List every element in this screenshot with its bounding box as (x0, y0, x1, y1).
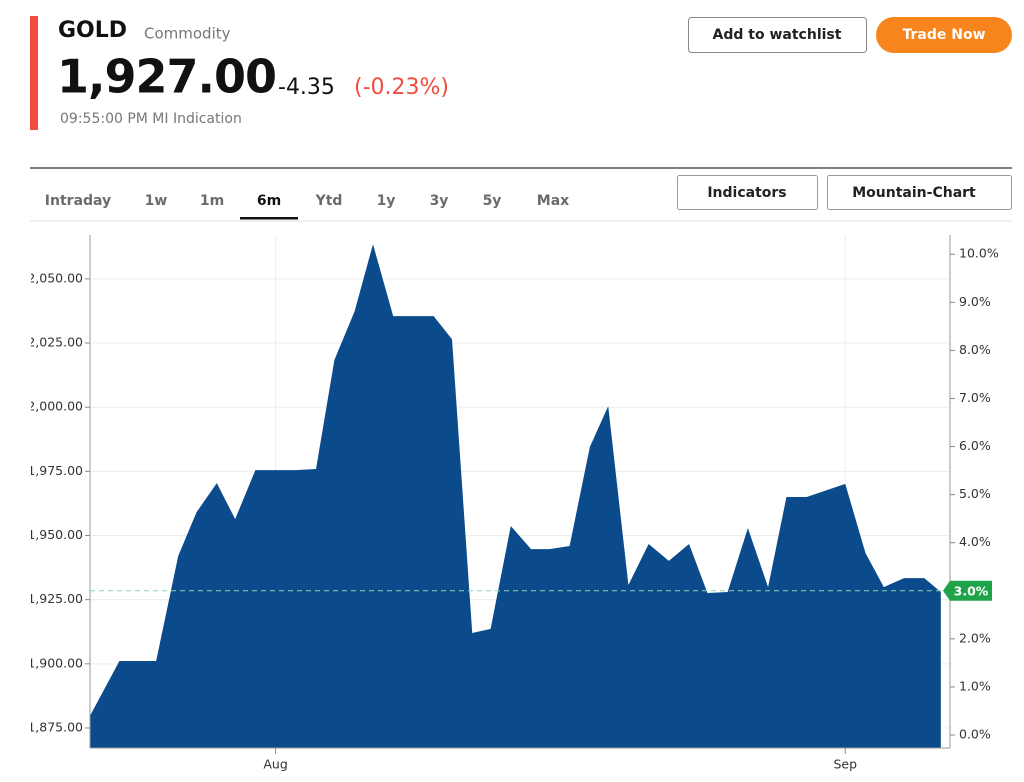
tab[interactable]: 1m (200, 193, 224, 209)
y2-tick-label: 4.0% (959, 534, 991, 549)
y-tick-label: 1,875.00 (27, 719, 83, 734)
symbol: GOLD (58, 18, 127, 43)
last-value-tag (943, 580, 992, 601)
tabs: Intraday 1w 1m 6m Ytd 1y 3y 5y Max (45, 193, 569, 220)
y-tick-label: 1,925.00 (27, 591, 83, 606)
active-tab-underline (240, 217, 298, 220)
last-value-label: 3.0% (954, 583, 989, 598)
indicators-label[interactable]: Indicators (707, 185, 786, 201)
y-tick-label: 1,900.00 (27, 655, 83, 670)
y-tick-label: 2,050.00 (27, 270, 83, 285)
change: -4.35 (278, 75, 335, 100)
accent-bar (30, 16, 38, 130)
x-tick-label: Sep (833, 757, 857, 772)
y2-tick-label: 6.0% (959, 438, 991, 453)
y2-tick-label: 5.0% (959, 486, 991, 501)
tab[interactable]: 1y (377, 193, 396, 209)
tab[interactable]: 1w (145, 193, 168, 209)
chart-type-button[interactable] (827, 175, 1012, 210)
x-tick-label: Aug (263, 757, 287, 772)
y2-tick-label: 2.0% (959, 630, 991, 645)
y2-tick-label: 1.0% (959, 678, 991, 693)
category: Commodity (144, 25, 231, 43)
tab[interactable]: 3y (430, 193, 449, 209)
y-tick-label: 2,025.00 (27, 335, 83, 350)
y2-tick-label: 0.0% (959, 727, 991, 742)
indicators-button[interactable] (677, 175, 818, 210)
trade-button[interactable] (876, 17, 1012, 53)
y2-tick-label: 10.0% (959, 246, 999, 261)
y-tick-label: 2,000.00 (27, 399, 83, 414)
y2-tick-label: 8.0% (959, 342, 991, 357)
tab[interactable]: 5y (483, 193, 502, 209)
watchlist-label[interactable]: Add to watchlist (713, 27, 842, 43)
y2-tick-label: 7.0% (959, 390, 991, 405)
tab[interactable]: Intraday (45, 193, 111, 209)
tab[interactable]: 6m (257, 193, 281, 209)
y-tick-label: 1,975.00 (27, 463, 83, 478)
y-tick-label: 1,950.00 (27, 527, 83, 542)
change-percent: (-0.23%) (354, 75, 449, 100)
tab[interactable]: Max (537, 193, 569, 209)
y2-tick-label: 9.0% (959, 294, 991, 309)
timestamp: 09:55:00 PM MI Indication (60, 111, 242, 127)
chart: 1,875.00 1,900.00 1,925.00 1,950.00 1,975.00… (27, 235, 999, 772)
left-axis: 1,875.00 1,900.00 1,925.00 1,950.00 1,975.00… (27, 270, 83, 734)
price: 1,927.00 (57, 50, 276, 104)
watchlist-button[interactable] (688, 17, 867, 53)
trade-label[interactable]: Trade Now (902, 27, 985, 43)
chart-type-label[interactable]: Mountain-Chart (852, 185, 976, 201)
tab[interactable]: Ytd (315, 193, 343, 209)
price-area (90, 244, 941, 748)
